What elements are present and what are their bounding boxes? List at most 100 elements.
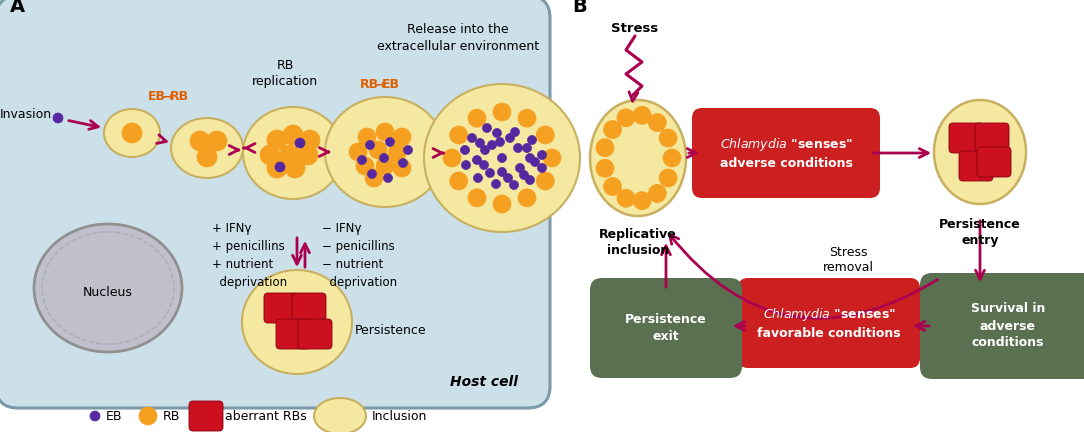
Ellipse shape: [325, 97, 446, 207]
Circle shape: [495, 137, 504, 146]
Text: $\it{Chlamydia}$ "senses"
favorable conditions: $\it{Chlamydia}$ "senses" favorable cond…: [758, 306, 901, 340]
Circle shape: [505, 133, 515, 143]
Circle shape: [90, 411, 100, 421]
Circle shape: [596, 139, 614, 157]
Circle shape: [298, 145, 318, 165]
Circle shape: [443, 149, 461, 167]
Circle shape: [659, 169, 678, 187]
Circle shape: [207, 131, 227, 151]
Circle shape: [260, 145, 280, 165]
Circle shape: [386, 137, 395, 146]
Circle shape: [358, 128, 376, 146]
Circle shape: [617, 109, 635, 127]
Circle shape: [511, 127, 519, 137]
Text: Persistence
exit: Persistence exit: [625, 313, 707, 343]
Circle shape: [190, 131, 210, 151]
Circle shape: [493, 195, 511, 213]
Circle shape: [604, 178, 621, 196]
Circle shape: [461, 146, 469, 155]
Circle shape: [514, 143, 522, 152]
Circle shape: [474, 174, 482, 182]
Circle shape: [283, 125, 304, 145]
Circle shape: [139, 407, 157, 425]
FancyBboxPatch shape: [975, 123, 1009, 153]
Circle shape: [300, 130, 320, 150]
Text: EB: EB: [382, 78, 400, 91]
FancyBboxPatch shape: [0, 0, 550, 408]
Text: →: →: [162, 90, 172, 103]
Text: EB: EB: [149, 90, 166, 103]
Text: Survival in
adverse
conditions: Survival in adverse conditions: [971, 302, 1045, 349]
FancyBboxPatch shape: [292, 293, 326, 323]
Circle shape: [53, 113, 63, 123]
FancyBboxPatch shape: [298, 319, 332, 349]
Circle shape: [473, 156, 481, 165]
Circle shape: [358, 156, 366, 165]
Circle shape: [122, 123, 142, 143]
Ellipse shape: [424, 84, 580, 232]
Ellipse shape: [243, 107, 343, 199]
Circle shape: [462, 161, 470, 169]
Circle shape: [376, 123, 393, 141]
Circle shape: [285, 158, 305, 178]
Circle shape: [509, 181, 518, 190]
Circle shape: [659, 129, 678, 147]
Circle shape: [388, 144, 406, 162]
FancyBboxPatch shape: [189, 401, 223, 431]
Circle shape: [275, 162, 285, 172]
Circle shape: [493, 103, 511, 121]
Circle shape: [522, 143, 531, 152]
Circle shape: [633, 106, 651, 124]
Circle shape: [617, 189, 635, 207]
Circle shape: [604, 121, 621, 139]
Circle shape: [537, 172, 554, 190]
Circle shape: [488, 140, 496, 149]
Circle shape: [476, 139, 485, 147]
Circle shape: [356, 157, 374, 175]
Text: RB: RB: [163, 410, 180, 422]
Text: EB: EB: [106, 410, 122, 422]
Circle shape: [280, 145, 300, 165]
Text: $\it{Chlamydia}$ "senses"
adverse conditions: $\it{Chlamydia}$ "senses" adverse condit…: [720, 136, 852, 170]
Ellipse shape: [934, 100, 1025, 204]
Circle shape: [365, 140, 374, 149]
FancyBboxPatch shape: [264, 293, 298, 323]
Text: RB
replication: RB replication: [251, 59, 318, 88]
Ellipse shape: [34, 224, 182, 352]
Circle shape: [480, 146, 490, 155]
FancyBboxPatch shape: [977, 147, 1011, 177]
Text: Inclusion: Inclusion: [372, 410, 427, 422]
Circle shape: [516, 163, 525, 172]
FancyBboxPatch shape: [959, 151, 993, 181]
Circle shape: [468, 109, 486, 127]
Circle shape: [543, 149, 562, 167]
Circle shape: [399, 159, 408, 168]
Circle shape: [295, 138, 305, 148]
Circle shape: [365, 169, 383, 187]
Text: Persistence
entry: Persistence entry: [939, 218, 1021, 247]
Text: Stress: Stress: [611, 22, 659, 35]
Text: RB: RB: [360, 78, 379, 91]
Circle shape: [349, 143, 367, 161]
FancyBboxPatch shape: [590, 278, 743, 378]
Text: RB: RB: [170, 90, 189, 103]
Circle shape: [492, 128, 502, 137]
Circle shape: [526, 175, 534, 184]
Circle shape: [648, 114, 667, 132]
Circle shape: [648, 184, 667, 202]
Circle shape: [526, 153, 534, 162]
Circle shape: [393, 159, 411, 177]
Circle shape: [369, 141, 387, 159]
Circle shape: [267, 158, 287, 178]
Text: Release into the
extracellular environment: Release into the extracellular environme…: [377, 23, 539, 53]
Circle shape: [468, 189, 486, 207]
Ellipse shape: [104, 109, 160, 157]
Circle shape: [376, 157, 393, 175]
Circle shape: [450, 172, 467, 190]
Text: →: →: [374, 78, 385, 91]
Circle shape: [596, 159, 614, 177]
Circle shape: [450, 126, 467, 144]
Circle shape: [393, 128, 411, 146]
FancyBboxPatch shape: [920, 273, 1084, 379]
Text: Stress
removal: Stress removal: [823, 246, 874, 274]
